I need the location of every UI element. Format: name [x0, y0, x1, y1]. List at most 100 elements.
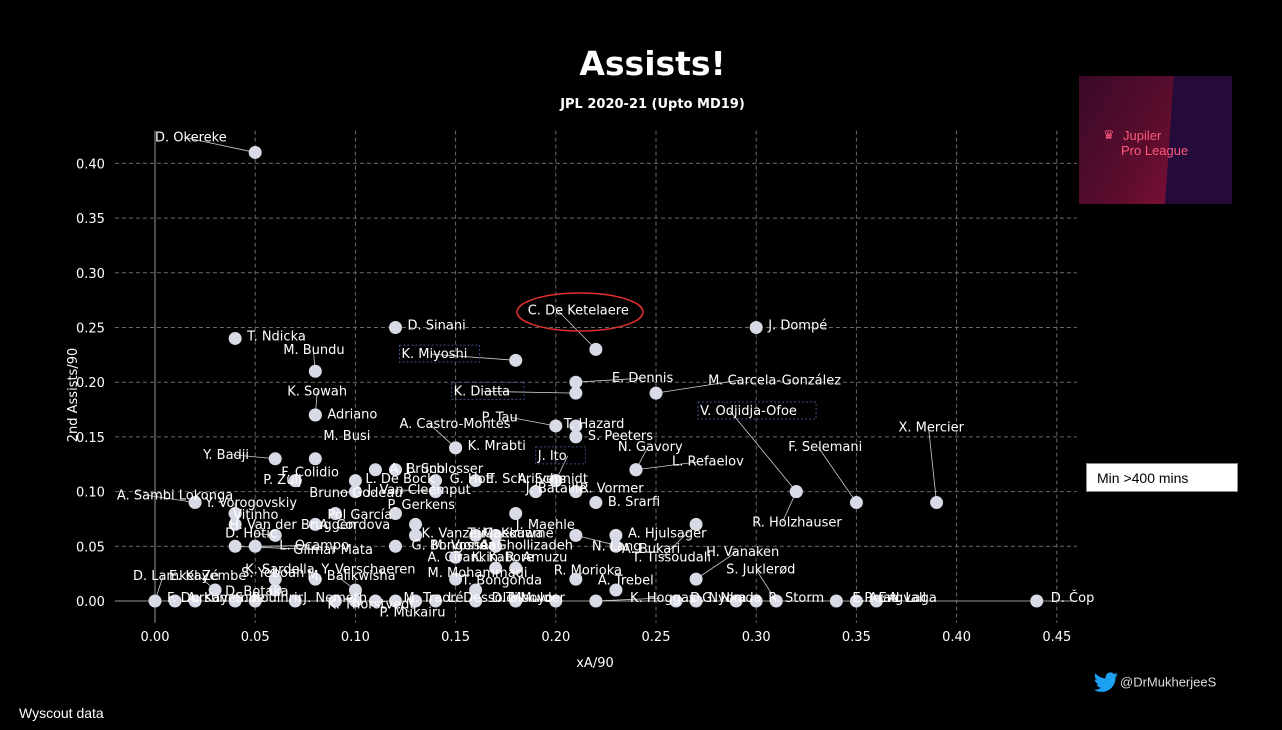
data-point: [609, 528, 623, 542]
highlight-circle: [516, 292, 644, 332]
point-label: L. Refaelov: [672, 454, 744, 469]
data-point: [268, 452, 282, 466]
data-point: [288, 594, 302, 608]
data-point: [348, 485, 362, 499]
data-point: [228, 517, 242, 531]
point-label: D. Mboyo: [492, 591, 553, 606]
y-tick-label: 0.25: [76, 322, 105, 337]
point-label: J. Dompé: [767, 319, 827, 334]
data-point: [509, 561, 523, 575]
point-label: X. Mercier: [898, 420, 964, 435]
point-label: M. Traoré: [403, 591, 463, 606]
point-label: T. Mulder: [505, 591, 566, 606]
label-connector: [184, 137, 256, 153]
x-tick-label: 0.25: [642, 630, 671, 645]
point-label: K. Sowah: [287, 384, 347, 399]
league-logo: ♛ Jupiler Pro League: [1079, 76, 1232, 204]
chart-title: Assists!: [579, 44, 726, 83]
label-box: [451, 381, 525, 400]
y-tick-label: 0.05: [76, 540, 105, 555]
label-box: [697, 401, 817, 420]
point-label: C. Kouamé: [484, 527, 554, 542]
label-connector: [233, 454, 276, 460]
point-label: T. Maekawa: [467, 527, 544, 542]
data-point: [308, 364, 322, 378]
label-connector: [655, 379, 739, 394]
data-point: [489, 528, 503, 542]
grid-lines: [114, 130, 1077, 623]
point-label: A. Cirankin: [428, 551, 499, 566]
label-connector: [729, 410, 797, 492]
data-point: [689, 594, 703, 608]
data-point: [288, 474, 302, 488]
data-point: [388, 594, 402, 608]
point-label: Y. Vorogovskiy: [204, 496, 297, 511]
data-point: [629, 463, 643, 477]
point-label: L. Dessoleil: [448, 591, 522, 606]
point-label: T. Tissoudali: [631, 551, 711, 566]
data-point: [348, 583, 362, 597]
data-point: [328, 594, 342, 608]
y-tick-label: 0.20: [76, 376, 105, 391]
point-label: J. Bataille: [525, 482, 587, 497]
data-point: [489, 539, 503, 553]
label-connector: [431, 353, 516, 361]
data-point: [469, 474, 483, 488]
data-point: [509, 353, 523, 367]
data-point: [749, 321, 763, 334]
point-label: P. Engvall: [864, 591, 926, 606]
point-label: A. Castro-Montes: [399, 417, 510, 432]
data-point: [268, 583, 282, 597]
data-point: [469, 528, 483, 542]
point-label: J. Nemeth: [302, 591, 367, 606]
point-label: A. Kayembe: [187, 591, 265, 606]
point-label: H. Van der Bruggen: [229, 518, 356, 533]
point-label: G. Bongonda: [412, 539, 496, 554]
data-point: [589, 594, 603, 608]
label-connector: [511, 417, 556, 427]
data-point: [569, 528, 583, 542]
point-label: Bruno Godeau: [309, 486, 402, 501]
data-point: [689, 572, 703, 586]
point-label: K. Sardella: [245, 563, 315, 578]
x-tick-label: 0.15: [441, 630, 470, 645]
point-label: P. Zulj: [263, 473, 301, 488]
y-tick-label: 0.35: [76, 212, 105, 227]
data-point: [409, 517, 423, 531]
point-label: T. Ndicka: [246, 330, 306, 345]
point-label: N. Lang: [592, 540, 642, 555]
y-tick-label: 0.30: [76, 267, 105, 282]
data-point: [388, 506, 402, 520]
data-point: [1030, 594, 1044, 608]
label-connector: [817, 446, 857, 503]
point-label: G. Nkada: [702, 591, 762, 606]
data-point: [409, 594, 423, 608]
data-point: [168, 594, 182, 608]
data-source: Wyscout data: [19, 705, 104, 721]
point-label: M. Vossen: [432, 539, 497, 554]
data-point: [348, 474, 362, 488]
point-label: D. Hotic: [225, 527, 277, 542]
logo-line1: Jupiler: [1123, 128, 1162, 143]
data-point: [849, 496, 863, 510]
point-label: F. Selemani: [788, 440, 862, 455]
point-label: Y. Badji: [202, 448, 249, 463]
data-point: [789, 485, 803, 499]
data-point: [348, 594, 362, 608]
data-point: [609, 539, 623, 553]
label-connector: [661, 524, 697, 558]
point-label: Vitinho: [233, 508, 278, 523]
point-label: Adriano: [327, 407, 377, 422]
data-point: [529, 485, 543, 499]
point-label: P. Mukairu: [379, 605, 445, 620]
data-point: [388, 539, 402, 553]
label-box: [398, 344, 480, 363]
point-label: T. Bongonda: [461, 574, 542, 589]
label-connector: [146, 494, 196, 503]
point-label: A. Bruno: [389, 462, 445, 477]
point-label: S. Peeters: [588, 429, 653, 444]
point-label: A. Ghollizadeh: [480, 539, 573, 554]
twitter-handle[interactable]: @DrMukherjeeS: [1092, 672, 1216, 694]
point-label: A. Laga: [888, 591, 936, 606]
point-label: D. Nyom: [690, 591, 746, 606]
